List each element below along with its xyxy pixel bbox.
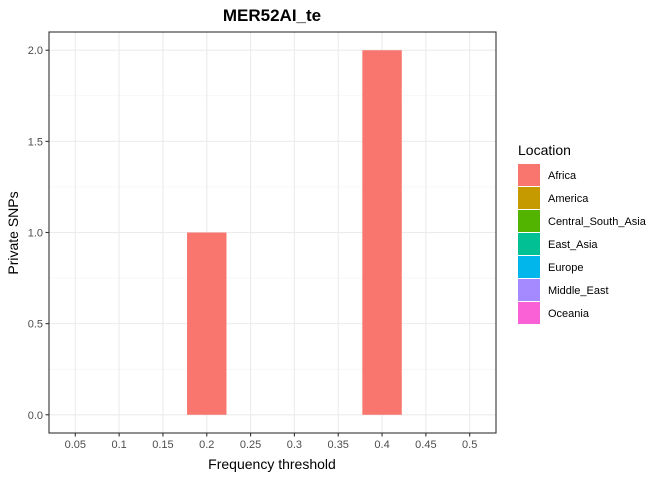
x-tick-label: 0.4: [374, 439, 389, 451]
y-tick-label: 1.5: [28, 136, 43, 148]
bar: [362, 50, 402, 415]
y-axis-title: Private SNPs: [5, 191, 21, 274]
chart-title: MER52AI_te: [223, 6, 321, 25]
legend-label: Middle_East: [548, 285, 609, 297]
y-tick-label: 1.0: [28, 228, 43, 240]
legend-key: [518, 164, 540, 186]
y-tick-label: 2.0: [28, 45, 43, 57]
legend: Location Africa America Central_South_Asia…: [518, 142, 647, 324]
legend-key: [518, 279, 540, 301]
x-tick-label: 0.45: [415, 439, 436, 451]
legend-key: [518, 187, 540, 209]
x-axis-title: Frequency threshold: [208, 456, 336, 472]
legend-label: Oceania: [548, 308, 590, 320]
y-tick-label: 0.5: [28, 319, 43, 331]
x-tick-label: 0.35: [328, 439, 349, 451]
y-tick-label: 0.0: [28, 410, 43, 422]
legend-key: [518, 256, 540, 278]
legend-label: Central_South_Asia: [548, 216, 647, 228]
y-axis: 0.0 0.5 1.0 1.5 2.0: [28, 45, 49, 422]
bar: [187, 232, 227, 415]
legend-label: East_Asia: [548, 239, 598, 251]
x-axis: 0.05 0.1 0.15 0.2 0.25 0.3 0.35 0.4 0.45 0.5: [65, 433, 477, 451]
legend-label: Africa: [548, 170, 577, 182]
x-tick-label: 0.5: [462, 439, 477, 451]
legend-label: Europe: [548, 262, 583, 274]
legend-key: [518, 233, 540, 255]
x-tick-label: 0.25: [240, 439, 261, 451]
legend-key: [518, 210, 540, 232]
legend-label: America: [548, 193, 589, 205]
x-tick-label: 0.15: [152, 439, 173, 451]
legend-key: [518, 302, 540, 324]
x-tick-label: 0.3: [287, 439, 302, 451]
x-tick-label: 0.1: [111, 439, 126, 451]
x-tick-label: 0.2: [199, 439, 214, 451]
x-tick-label: 0.05: [65, 439, 86, 451]
legend-title: Location: [518, 142, 571, 158]
plot-panel: [48, 31, 497, 434]
